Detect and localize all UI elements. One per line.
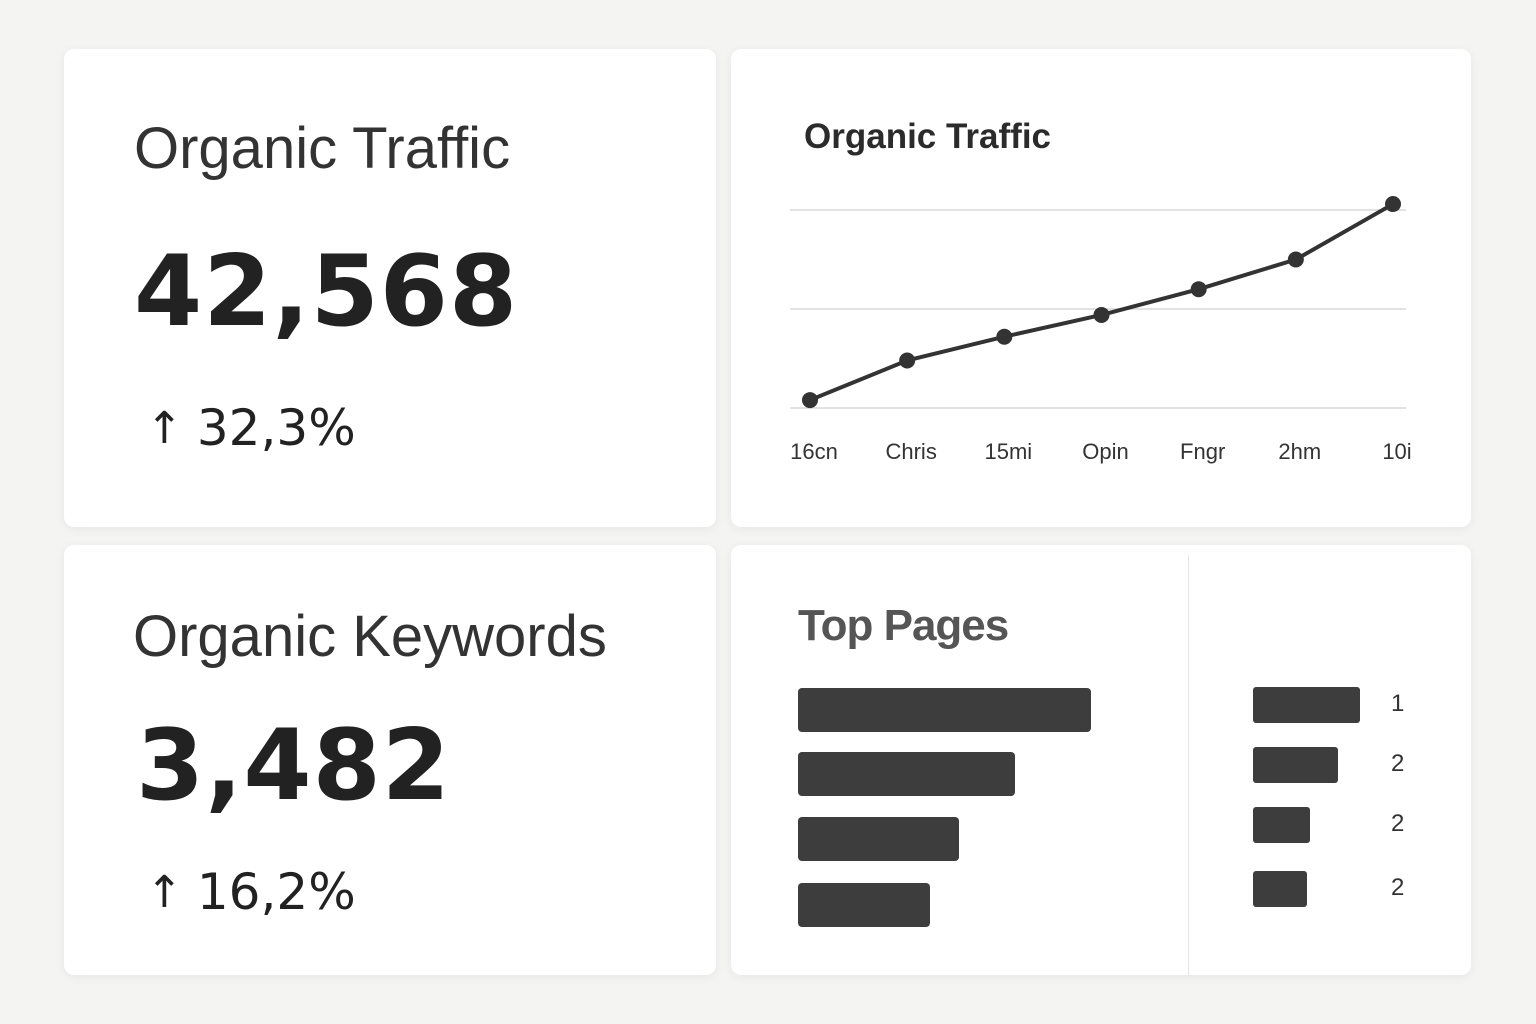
metric-title: Organic Traffic	[134, 116, 511, 181]
x-tick-label: Opin	[1082, 439, 1128, 464]
series-line	[809, 202, 1394, 402]
page-bar-secondary	[1253, 747, 1338, 783]
change-value: 16,2%	[196, 863, 356, 921]
x-tick-label: 2hm	[1278, 439, 1321, 464]
page-bar-secondary	[1253, 807, 1310, 843]
chart-title: Organic Traffic	[804, 117, 1052, 156]
page-bar-secondary	[1253, 687, 1360, 723]
metric-value: 3,482	[136, 709, 451, 823]
x-tick-label: 10i	[1382, 439, 1411, 464]
page-rank: 2	[1391, 750, 1405, 777]
data-point	[802, 392, 818, 409]
page-bar	[798, 752, 1015, 796]
page-bar-secondary	[1253, 871, 1307, 907]
change-value: 32,3%	[196, 399, 356, 457]
data-point	[1093, 306, 1110, 323]
line-chart: 16cn Chris 15mi Opin Fngr 2hm 10i	[790, 196, 1412, 464]
organic-traffic-card: Organic Traffic 42,568 ↑ 32,3%	[64, 49, 716, 527]
traffic-chart-card: Organic Traffic 16cn Chris 15mi Opin Fngr 2hm…	[731, 49, 1471, 527]
page-bar	[798, 688, 1091, 732]
metric-change: ↑ 16,2%	[146, 863, 356, 921]
top-pages-card: Top Pages 1 2 2 2	[731, 545, 1471, 975]
data-point	[899, 352, 916, 369]
data-point	[996, 328, 1013, 345]
x-tick-label: Fngr	[1180, 439, 1225, 464]
x-tick-label: 16cn	[790, 439, 838, 464]
divider	[1188, 555, 1189, 975]
page-rank: 1	[1391, 690, 1405, 717]
metric-title: Organic Keywords	[133, 604, 607, 669]
data-point	[1287, 251, 1304, 268]
x-tick-label: Chris	[885, 439, 936, 464]
arrow-up-icon: ↑	[146, 866, 183, 918]
page-rank: 2	[1391, 874, 1405, 901]
metric-change: ↑ 32,3%	[146, 399, 356, 457]
x-tick-label: 15mi	[984, 439, 1032, 464]
data-point	[1190, 281, 1207, 298]
page-bar	[798, 883, 930, 927]
organic-keywords-card: Organic Keywords 3,482 ↑ 16,2%	[64, 545, 716, 975]
top-pages-title: Top Pages	[798, 601, 1009, 650]
page-rank: 2	[1391, 810, 1405, 837]
data-point	[1385, 196, 1401, 213]
page-bar	[798, 817, 960, 861]
arrow-up-icon: ↑	[146, 402, 183, 454]
metric-value: 42,568	[134, 235, 519, 349]
